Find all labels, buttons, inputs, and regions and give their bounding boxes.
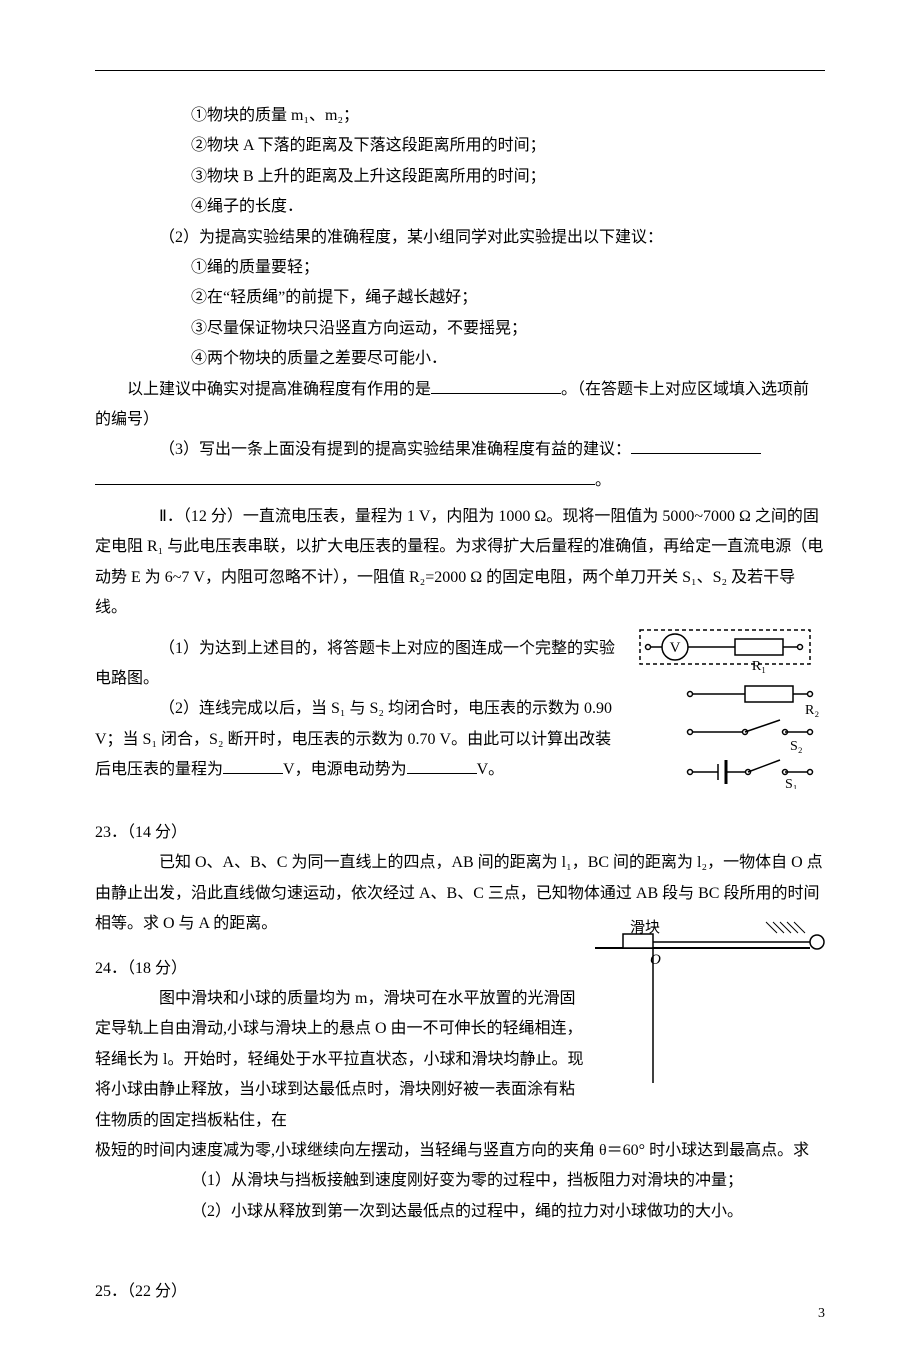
s2-label: S₂ bbox=[790, 739, 803, 754]
blank-fill-3[interactable] bbox=[223, 756, 283, 775]
q22-part3-text: （3）写出一条上面没有提到的提高实验结果准确程度有益的建议： bbox=[159, 441, 631, 458]
circuit-diagram: V R₁ R₂ S₂ bbox=[630, 624, 825, 800]
q22-part2-tail: 以上建议中确实对提高准确程度有作用的是。（在答题卡上对应区域填入选项前的编号） bbox=[95, 375, 825, 436]
q22-item-4: ④绳子的长度． bbox=[95, 192, 825, 222]
q24-body-b: 极短的时间内速度减为零,小球继续向左摆动，当轻绳与竖直方向的夹角 θ＝60° 时… bbox=[95, 1136, 825, 1166]
q22-item-2: ②物块 A 下落的距离及下落这段距离所用的时间； bbox=[95, 131, 825, 161]
q22-part2-lead: （2）为提高实验结果的准确程度，某小组同学对此实验提出以下建议： bbox=[95, 223, 825, 253]
q22-part2-item-1: ①绳的质量要轻； bbox=[95, 253, 825, 283]
circuit-svg: V R₁ R₂ S₂ bbox=[630, 624, 825, 789]
q22-part2-item-3: ③尽量保证物块只沿竖直方向运动，不要摇晃； bbox=[95, 314, 825, 344]
q25-num: 25．（22 分） bbox=[95, 1277, 825, 1307]
s1-label: S₁ bbox=[785, 777, 798, 789]
q22-part2-item-2: ②在“轻质绳”的前提下，绳子越长越好； bbox=[95, 283, 825, 313]
q22II-p2-b: V，电源电动势为 bbox=[283, 761, 407, 778]
page-number: 3 bbox=[818, 1301, 825, 1328]
r1-label: R₁ bbox=[752, 659, 766, 674]
blank-fill-2b[interactable] bbox=[95, 466, 595, 485]
q22-part3: （3）写出一条上面没有提到的提高实验结果准确程度有益的建议： bbox=[95, 435, 825, 465]
top-rule bbox=[95, 70, 825, 71]
blank-fill-2a[interactable] bbox=[631, 436, 761, 455]
q24-sub2: （2）小球从释放到第一次到达最低点的过程中，绳的拉力对小球做功的大小。 bbox=[95, 1197, 825, 1227]
voltmeter-label: V bbox=[670, 640, 681, 656]
diagram-svg: 滑块 O bbox=[595, 918, 825, 1088]
q22-part3-tail: 。 bbox=[595, 472, 611, 489]
r2-label: R₂ bbox=[805, 703, 819, 718]
blank-fill-4[interactable] bbox=[407, 756, 477, 775]
q22II-p2-c: V。 bbox=[477, 761, 505, 778]
q22-part2-item-4: ④两个物块的质量之差要尽可能小． bbox=[95, 344, 825, 374]
q22II-lead: Ⅱ．（12 分）一直流电压表，量程为 1 V，内阻为 1000 Ω。现将一阻值为… bbox=[95, 502, 825, 624]
q24-diagram: 滑块 O bbox=[595, 918, 825, 1099]
q22-item-1: ①物块的质量 m₁、m₂； bbox=[95, 101, 825, 131]
q22-part2-tail-a: 以上建议中确实对提高准确程度有作用的是 bbox=[127, 381, 431, 398]
q22-part3-line2: 。 bbox=[95, 466, 825, 496]
q24-sub1: （1）从滑块与挡板接触到速度刚好变为零的过程中，挡板阻力对滑块的冲量； bbox=[95, 1166, 825, 1196]
q23-num: 23．（14 分） bbox=[95, 818, 825, 848]
o-label: O bbox=[650, 952, 661, 968]
blank-fill-1[interactable] bbox=[431, 375, 561, 394]
q22-item-3: ③物块 B 上升的距离及上升这段距离所用的时间； bbox=[95, 162, 825, 192]
